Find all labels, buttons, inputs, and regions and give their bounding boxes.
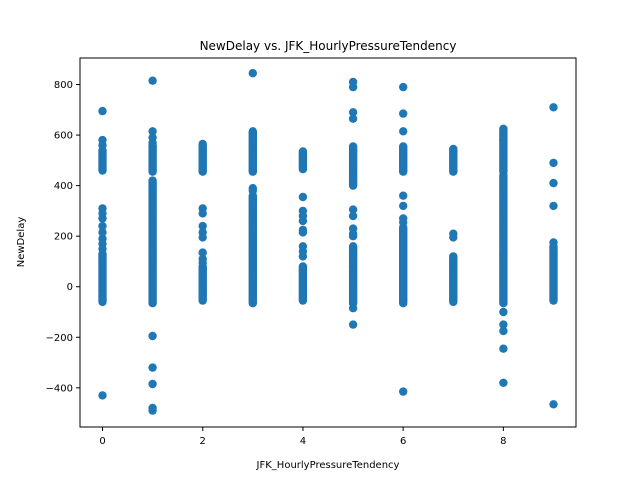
- x-tick-label: 0: [99, 436, 105, 447]
- x-axis-label: JFK_HourlyPressureTendency: [256, 460, 400, 471]
- x-tick-label: 4: [300, 436, 306, 447]
- data-point: [98, 214, 107, 223]
- data-point: [98, 244, 107, 253]
- data-point: [399, 82, 408, 92]
- data-point: [549, 158, 558, 168]
- chart-title: NewDelay vs. JFK_HourlyPressureTendency: [200, 39, 457, 53]
- data-point: [399, 109, 408, 118]
- data-point: [98, 141, 107, 150]
- data-point: [298, 252, 308, 261]
- y-tick-label: −400: [46, 383, 73, 394]
- data-point: [298, 228, 308, 237]
- data-point: [399, 387, 408, 396]
- data-point: [549, 103, 558, 112]
- data-point: [348, 82, 358, 92]
- data-point: [198, 248, 207, 257]
- x-axis: 0 2 4 6 8: [99, 427, 507, 447]
- data-point: [348, 232, 358, 241]
- data-point: [499, 344, 508, 353]
- y-tick-label: 800: [54, 80, 73, 91]
- x-tick-label: 8: [500, 436, 506, 447]
- data-point: [298, 262, 308, 271]
- data-point: [449, 252, 458, 261]
- data-point: [549, 178, 558, 188]
- data-point: [198, 209, 207, 218]
- plot-frame: [79, 57, 577, 428]
- data-point: [499, 326, 508, 336]
- data-point: [348, 211, 358, 221]
- data-point: [399, 201, 408, 211]
- data-point: [198, 221, 207, 231]
- data-point: [298, 147, 308, 156]
- data-point: [348, 114, 358, 123]
- data-point: [348, 205, 358, 214]
- data-point: [348, 142, 358, 151]
- y-axis-label: NewDelay: [16, 217, 27, 268]
- y-tick-label: 200: [54, 232, 73, 243]
- data-point: [148, 363, 157, 372]
- data-point: [348, 108, 358, 117]
- data-point: [399, 127, 408, 136]
- scatter-points: [98, 69, 558, 415]
- data-point: [549, 201, 558, 211]
- data-point: [399, 218, 408, 227]
- data-point: [198, 139, 207, 149]
- y-tick-label: 600: [54, 131, 73, 142]
- data-point: [499, 135, 508, 145]
- data-point: [549, 238, 558, 247]
- y-tick-label: 400: [54, 181, 73, 192]
- data-point: [148, 76, 157, 85]
- data-point: [348, 304, 358, 313]
- data-point: [298, 192, 308, 202]
- data-point: [298, 216, 308, 226]
- data-point: [248, 127, 257, 136]
- data-point: [499, 378, 508, 387]
- data-point: [499, 124, 508, 133]
- data-point: [248, 186, 257, 195]
- y-axis: −400 −200 0 200 400 600 800: [46, 80, 80, 394]
- x-tick-label: 6: [400, 436, 406, 447]
- y-tick-label: 0: [67, 282, 73, 293]
- data-point: [449, 144, 458, 154]
- data-point: [399, 142, 408, 151]
- data-point: [148, 406, 157, 415]
- data-point: [248, 69, 257, 78]
- data-point: [148, 331, 157, 341]
- data-point: [198, 233, 207, 242]
- data-point: [348, 242, 358, 251]
- data-point: [98, 221, 107, 231]
- data-point: [549, 400, 558, 409]
- data-point: [148, 379, 157, 389]
- data-point: [148, 176, 157, 185]
- data-point: [499, 320, 508, 329]
- data-point: [98, 106, 107, 116]
- data-point: [148, 138, 157, 147]
- x-tick-label: 2: [200, 436, 206, 447]
- data-point: [98, 228, 107, 237]
- data-point: [348, 320, 358, 329]
- data-point: [198, 258, 207, 267]
- data-point: [148, 127, 157, 136]
- y-tick-label: −200: [46, 333, 73, 344]
- data-point: [449, 233, 458, 242]
- data-point: [399, 191, 408, 200]
- data-point: [98, 391, 107, 400]
- data-point: [499, 307, 508, 317]
